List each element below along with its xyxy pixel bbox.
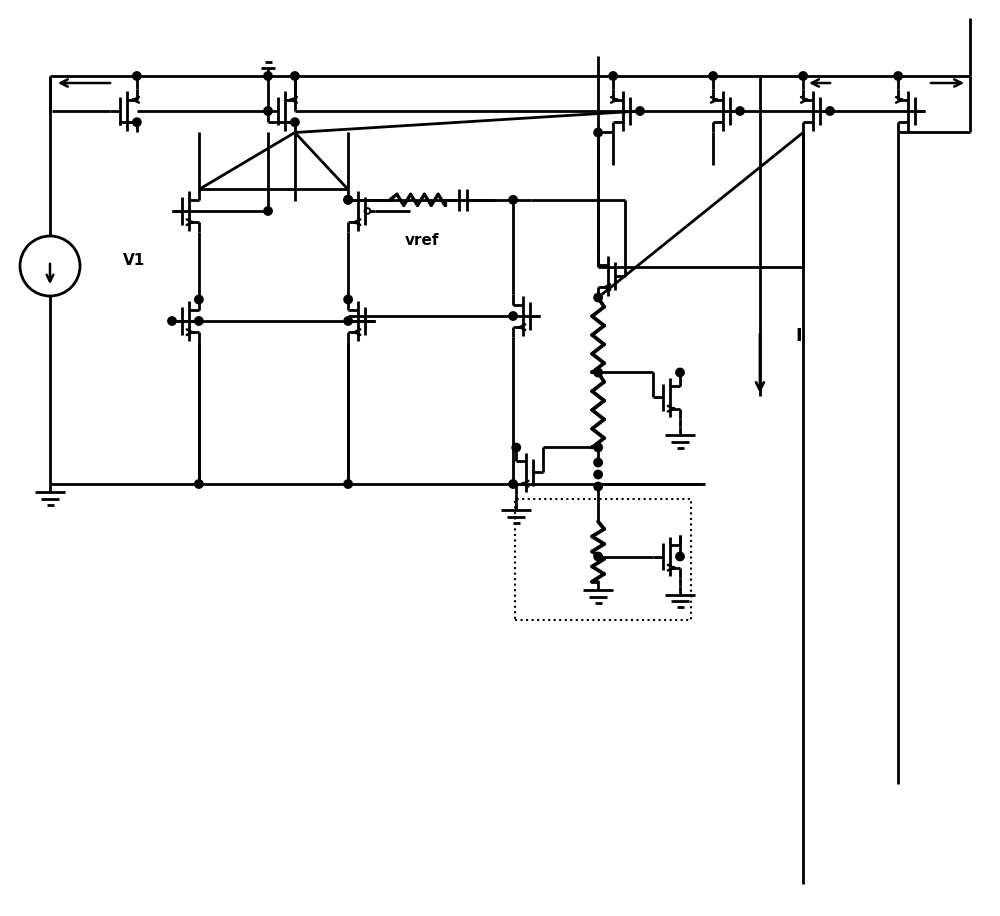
Circle shape xyxy=(676,368,684,376)
Circle shape xyxy=(709,71,717,81)
Circle shape xyxy=(609,71,617,81)
Circle shape xyxy=(195,480,203,488)
Circle shape xyxy=(594,128,602,136)
Circle shape xyxy=(799,71,807,81)
Circle shape xyxy=(344,480,352,488)
Circle shape xyxy=(509,311,517,321)
Circle shape xyxy=(594,552,602,561)
Circle shape xyxy=(264,71,272,81)
Circle shape xyxy=(133,118,141,126)
Circle shape xyxy=(826,107,834,115)
Circle shape xyxy=(676,552,684,561)
Text: V1: V1 xyxy=(123,254,145,268)
Circle shape xyxy=(512,443,520,452)
Circle shape xyxy=(894,71,902,81)
Circle shape xyxy=(636,107,644,115)
Circle shape xyxy=(344,295,352,304)
Circle shape xyxy=(736,107,744,115)
Circle shape xyxy=(509,480,517,488)
Circle shape xyxy=(195,317,203,325)
Circle shape xyxy=(594,470,602,479)
Circle shape xyxy=(344,317,352,325)
Circle shape xyxy=(344,196,352,204)
Text: I: I xyxy=(795,327,802,345)
Circle shape xyxy=(594,368,602,376)
Circle shape xyxy=(195,295,203,304)
Circle shape xyxy=(291,118,299,126)
Circle shape xyxy=(344,196,352,204)
Circle shape xyxy=(594,443,602,452)
Circle shape xyxy=(168,317,176,325)
Circle shape xyxy=(509,196,517,204)
Circle shape xyxy=(264,107,272,115)
Circle shape xyxy=(264,207,272,215)
Text: vref: vref xyxy=(405,234,440,248)
Circle shape xyxy=(594,458,602,466)
Circle shape xyxy=(594,293,602,301)
Circle shape xyxy=(594,483,602,491)
Circle shape xyxy=(291,71,299,81)
Circle shape xyxy=(133,71,141,81)
